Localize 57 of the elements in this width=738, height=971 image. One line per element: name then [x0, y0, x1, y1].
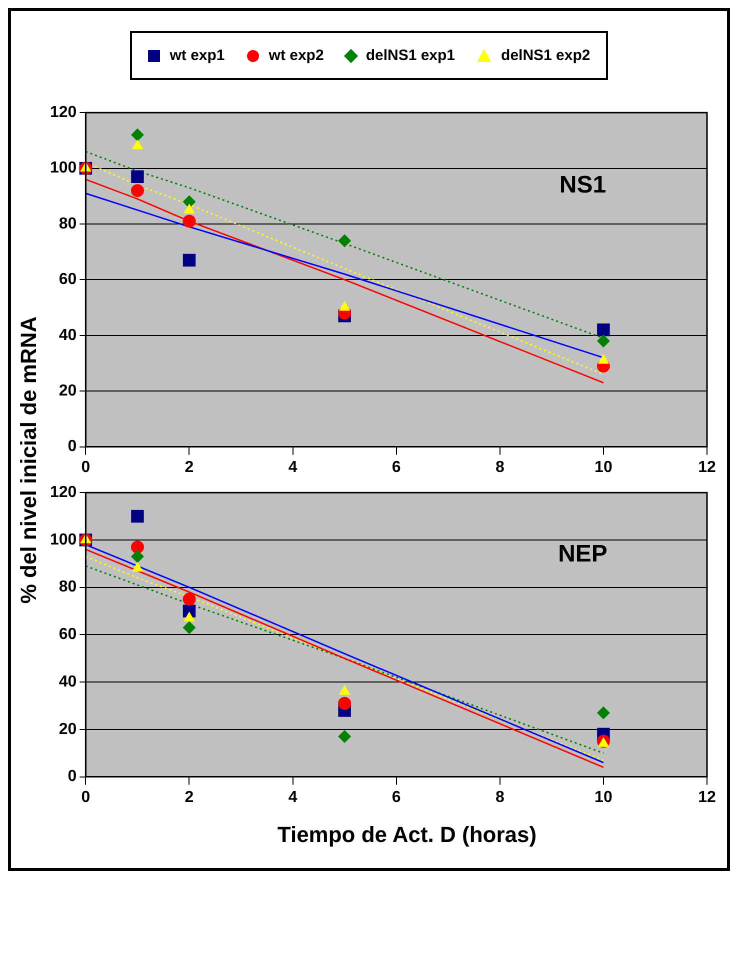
y-tick-label: 40 — [58, 326, 77, 344]
point — [596, 334, 610, 348]
x-tick-label: 6 — [392, 788, 401, 806]
y-tick-label: 40 — [58, 673, 77, 690]
x-tick-label: 6 — [392, 458, 401, 476]
y-tick-label: 100 — [50, 160, 77, 177]
y-tick-label: 0 — [68, 768, 77, 786]
point — [597, 323, 610, 336]
legend-label: delNS1 exp1 — [366, 47, 456, 64]
x-tick-label: 2 — [184, 788, 194, 806]
x-tick-label: 4 — [288, 458, 298, 476]
x-tick-label: 8 — [495, 788, 504, 806]
point — [338, 234, 352, 248]
point — [596, 706, 610, 720]
x-tick-label: 10 — [594, 788, 612, 806]
x-tick-label: 2 — [184, 458, 194, 476]
y-tick-label: 80 — [58, 578, 77, 596]
y-tick-label: 80 — [58, 215, 77, 232]
x-tick-label: 4 — [288, 788, 298, 806]
y-tick-label: 120 — [50, 104, 77, 122]
x-axis-title: Tiempo de Act. D (horas) — [276, 822, 538, 848]
point — [182, 592, 196, 606]
point — [184, 204, 195, 214]
point — [182, 214, 196, 228]
x-tick-label: 8 — [495, 458, 504, 476]
point — [131, 170, 144, 184]
y-tick-label: 0 — [68, 438, 77, 456]
point — [130, 128, 144, 142]
y-tick-label: 60 — [58, 271, 77, 288]
point — [130, 550, 144, 564]
point — [338, 685, 350, 695]
point — [182, 195, 196, 208]
y-axis-title: % del nivel inicial de mRNA — [16, 316, 42, 604]
point — [182, 621, 196, 634]
point — [131, 510, 144, 523]
point — [598, 737, 610, 747]
text: NEP — [558, 540, 608, 568]
x-tick-label: 10 — [594, 458, 612, 476]
x-tick-label: 0 — [81, 458, 90, 476]
legend-label: wt exp2 — [268, 47, 324, 64]
point — [182, 254, 196, 267]
y-tick-label: 20 — [58, 720, 77, 738]
point — [338, 696, 352, 710]
x-tick-label: 12 — [698, 458, 716, 476]
y-tick-label: 60 — [58, 626, 77, 644]
y-tick-label: 100 — [50, 531, 77, 548]
y-tick-label: 120 — [50, 484, 77, 502]
x-tick-label: 0 — [81, 788, 90, 806]
legend-label: wt exp1 — [170, 47, 225, 64]
text: NS1 — [559, 172, 606, 199]
point — [130, 184, 144, 198]
y-tick-label: 20 — [58, 382, 77, 400]
point — [130, 540, 144, 554]
x-tick-label: 12 — [698, 788, 716, 806]
point — [338, 730, 352, 744]
point — [132, 140, 144, 150]
legend-label: delNS1 exp2 — [501, 47, 590, 64]
